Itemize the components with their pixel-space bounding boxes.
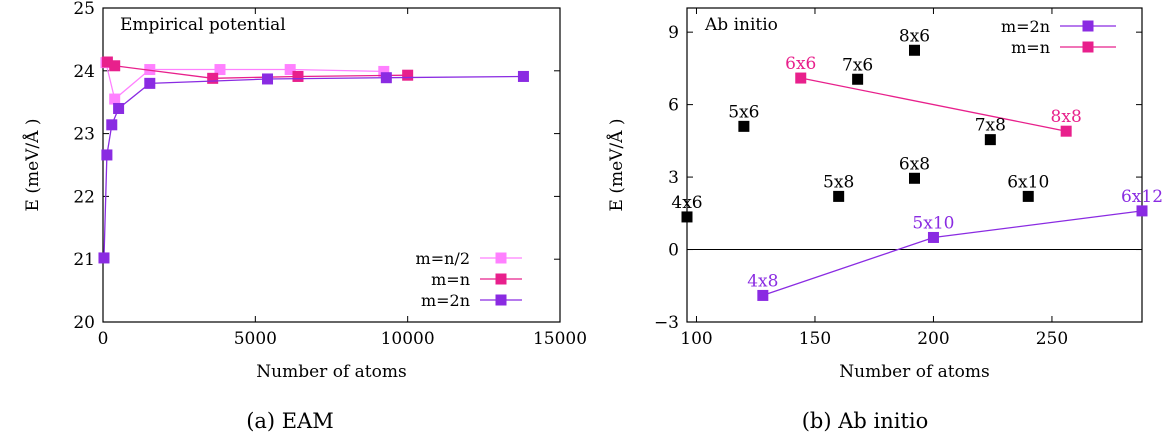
data-point [833,190,845,202]
point-label: 6x12 [1121,187,1163,207]
data-point [214,64,226,76]
data-point [98,252,110,264]
point-label: 5x6 [728,102,759,122]
y-tick-label: 21 [73,250,95,270]
chart-ab-initio: 100 150 200 250 −3 0 3 6 9 Number of atoms E (meV/… [606,7,1163,382]
series-line [103,75,524,258]
point-label: 6x10 [1007,172,1049,192]
x-tick-label: 0 [98,329,109,349]
legend-marker [495,252,507,264]
data-point [292,70,304,82]
point-label: 8x6 [899,26,930,46]
plot-frame [686,7,1143,323]
x-tick-label: 150 [799,329,831,349]
y-tick-label: 23 [73,125,95,145]
data-point [106,119,118,131]
chart-title: Ab initio [704,15,778,35]
data-point [909,44,920,56]
y-tick-label: 24 [73,62,95,82]
data-point [909,172,920,184]
data-point [1136,205,1148,217]
legend-label: m=n [431,270,470,289]
y-axis-label: E (meV/Å ) [22,119,43,212]
data-point [757,289,769,301]
data-point [109,93,121,105]
point-label: 6x8 [899,154,930,174]
x-tick-label: 250 [1036,329,1068,349]
data-point [517,70,529,82]
plot-frame [102,7,561,323]
data-point [284,64,296,76]
data-point [109,60,121,72]
data-point [1022,190,1034,202]
point-label: 7x8 [975,116,1006,136]
data-point [144,64,156,76]
point-label: 4x6 [671,193,702,213]
data-point [852,73,864,85]
data-point [402,69,414,81]
y-tick-label: 25 [73,0,95,19]
y-axis-label: E (meV/Å ) [606,119,627,212]
data-point [113,102,125,114]
series-line [105,62,384,101]
legend-label: m=n/2 [416,249,470,268]
data-point [378,65,390,77]
x-tick-label: 100 [680,329,712,349]
data-point [262,73,274,85]
legend-marker [1082,41,1094,53]
legend-label: m=n [1011,38,1050,57]
legend-marker [1082,20,1094,32]
point-label: 8x8 [1051,107,1082,127]
y-tick-label: −3 [654,313,679,333]
chart-eam: 0 5000 10000 15000 20 21 22 23 24 25 Number of ato… [22,0,587,382]
y-tick-label: 22 [73,187,95,207]
legend-label: m=2n [1001,17,1050,36]
x-tick-label: 5000 [234,329,277,349]
data-point [1060,125,1072,137]
data-point [795,72,807,84]
y-tick-label: 20 [73,313,95,333]
y-tick-label: 9 [668,23,679,43]
point-label: 5x8 [823,172,854,192]
point-label: 6x6 [785,54,816,74]
legend-label: m=2n [421,291,470,310]
x-axis-label: Number of atoms [839,362,989,382]
y-tick-label: 3 [668,168,679,188]
y-tick-label: 6 [668,96,679,116]
point-label: 7x6 [842,55,873,75]
series-line [800,77,1067,132]
point-label: 4x8 [747,271,778,291]
data-point [984,134,996,146]
x-tick-label: 10000 [381,329,435,349]
caption-b: (b) Ab initio [802,409,929,433]
y-tick-label: 0 [668,241,679,261]
point-label: 5x10 [912,213,954,233]
data-point [101,56,113,68]
data-point [738,120,750,132]
x-axis-label: Number of atoms [256,362,406,382]
chart-title: Empirical potential [120,15,286,35]
legend-marker [495,294,507,306]
caption-a: (a) EAM [246,409,334,433]
data-point [927,231,939,243]
legend-marker [495,273,507,285]
data-point [207,72,219,84]
x-tick-label: 15000 [533,329,587,349]
data-point [144,77,156,89]
x-tick-label: 200 [917,329,949,349]
data-point [681,211,693,223]
data-point [101,149,113,161]
data-point [380,72,392,84]
